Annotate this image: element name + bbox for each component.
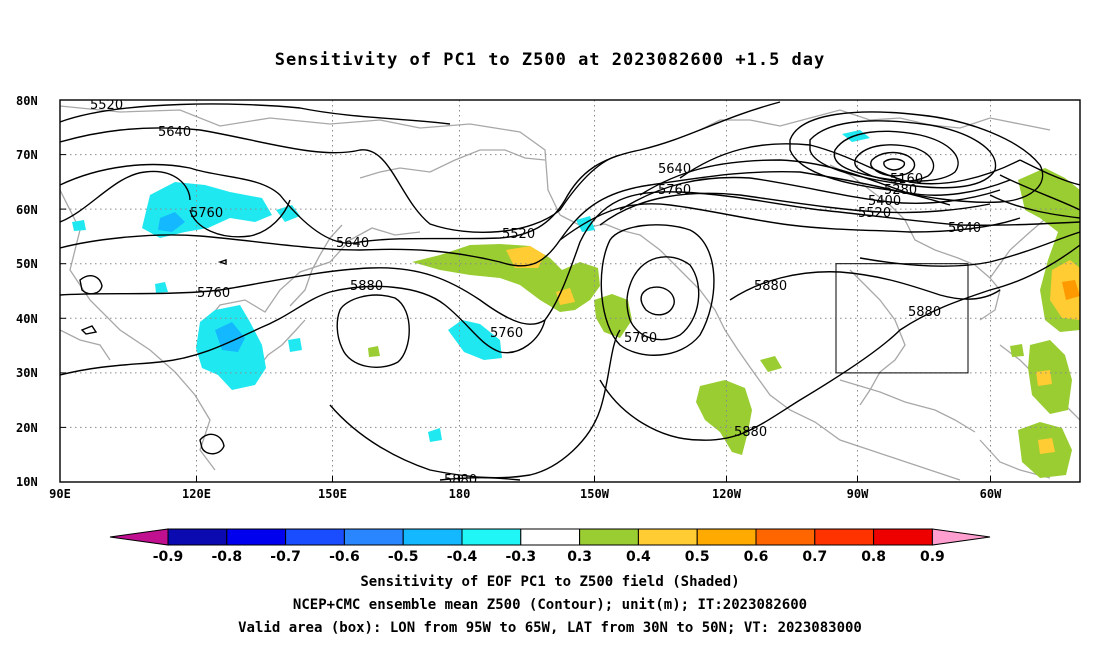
contour-label: 5880: [754, 279, 787, 294]
colorbar-bin: [873, 528, 933, 546]
contour-label: 5640: [658, 162, 691, 177]
colorbar-label: -0.4: [447, 549, 478, 565]
contour-label: 5760: [658, 183, 691, 198]
contour-label: 5520: [502, 227, 535, 242]
colorbar-bin: [755, 528, 816, 546]
colorbar: [109, 528, 991, 546]
colorbar-bin: [226, 528, 287, 546]
colorbar-bin: [696, 528, 757, 546]
colorbar-label: 0.8: [861, 549, 886, 565]
sensitivity-shading: [72, 130, 1080, 478]
colorbar-label: 0.3: [567, 549, 592, 565]
colorbar-label: -0.8: [211, 549, 242, 565]
contour-label: 5760: [624, 331, 657, 346]
contour-label: 5880: [350, 279, 383, 294]
caption-line-3: Valid area (box): LON from 95W to 65W, L…: [238, 620, 862, 636]
colorbar-bin: [637, 528, 698, 546]
lat-label: 60N: [16, 203, 38, 217]
contour-label: 5880: [908, 305, 941, 320]
contour-label: 5760: [197, 286, 230, 301]
colorbar-label: 0.5: [685, 549, 710, 565]
lat-label: 10N: [16, 475, 38, 489]
contour-label: 5400: [868, 194, 901, 209]
longitude-labels: 90E 120E 150E 180 150W 120W 90W 60W: [49, 487, 1002, 501]
contour-label: 5280: [884, 183, 917, 198]
colorbar-bin: [814, 528, 875, 546]
contour-label: 5880: [444, 473, 477, 488]
lat-label: 50N: [16, 257, 38, 271]
caption-line-1: Sensitivity of EOF PC1 to Z500 field (Sh…: [360, 574, 740, 590]
colorbar-bin: [579, 528, 639, 546]
lat-label: 20N: [16, 421, 38, 435]
contour-label: 5160: [890, 172, 923, 187]
lon-label: 120W: [712, 487, 742, 501]
map-title: Sensitivity of PC1 to Z500 at 2023082600…: [274, 50, 826, 70]
colorbar-bin: [520, 528, 581, 546]
contour-label: 5640: [948, 221, 981, 236]
caption-line-2: NCEP+CMC ensemble mean Z500 (Contour); u…: [292, 597, 808, 613]
colorbar-label: 0.9: [920, 549, 945, 565]
colorbar-bin: [343, 528, 404, 546]
map-frame: [59, 99, 1081, 483]
colorbar-arrow-right: [931, 528, 991, 546]
contour-label: 5520: [858, 206, 891, 221]
colorbar-bin: [461, 528, 522, 546]
contour-labels: 5520 5640 5760 5640 5880 5760 5880 5760 …: [90, 98, 981, 488]
colorbar-bin: [167, 528, 228, 546]
contour-label: 5880: [734, 425, 767, 440]
colorbar-label: -0.3: [505, 549, 536, 565]
colorbar-bin: [285, 528, 345, 546]
lat-label: 70N: [16, 148, 38, 162]
valid-area-box: [835, 263, 969, 374]
colorbar-arrow-left: [109, 528, 169, 546]
colorbar-label: -0.9: [153, 549, 184, 565]
lon-label: 90W: [847, 487, 869, 501]
lon-label: 150W: [580, 487, 610, 501]
colorbar-labels: -0.9 -0.8 -0.7 -0.6 -0.5 -0.4 -0.3 0.3 0…: [153, 549, 945, 565]
contour-label: 5640: [336, 236, 369, 251]
colorbar-label: 0.7: [802, 549, 827, 565]
colorbar-label: -0.7: [270, 549, 301, 565]
contour-label: 5760: [190, 206, 223, 221]
lon-label: 60W: [980, 487, 1002, 501]
contour-label: 5520: [90, 98, 123, 113]
lat-label: 80N: [16, 94, 38, 108]
lat-label: 30N: [16, 366, 38, 380]
latitude-labels: 80N 70N 60N 50N 40N 30N 20N 10N: [16, 94, 38, 489]
lon-label: 150E: [318, 487, 347, 501]
axis-ticks: [60, 99, 991, 482]
contour-label: 5640: [158, 125, 191, 140]
z500-contours: [60, 101, 1080, 481]
contour-label: 5760: [490, 326, 523, 341]
colorbar-label: 0.4: [626, 549, 651, 565]
lon-label: 120E: [182, 487, 211, 501]
lon-label: 180: [449, 487, 471, 501]
lon-label: 90E: [49, 487, 71, 501]
colorbar-bin: [402, 528, 463, 546]
colorbar-label: -0.5: [388, 549, 419, 565]
colorbar-label: -0.6: [329, 549, 360, 565]
lat-label: 40N: [16, 312, 38, 326]
colorbar-label: 0.6: [744, 549, 769, 565]
